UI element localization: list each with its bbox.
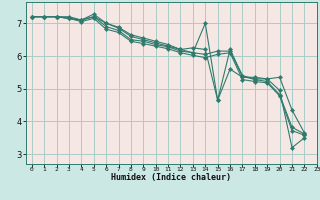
X-axis label: Humidex (Indice chaleur): Humidex (Indice chaleur)	[111, 173, 231, 182]
